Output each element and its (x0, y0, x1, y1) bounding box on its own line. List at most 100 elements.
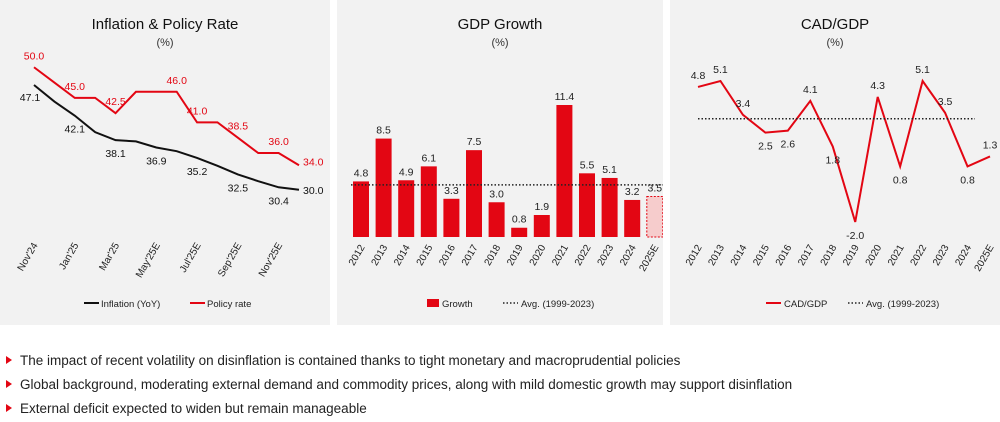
bar-value-label: 5.1 (602, 164, 617, 176)
chart-subtitle: (%) (156, 37, 173, 49)
chart-subtitle: (%) (826, 37, 843, 49)
bar (420, 166, 437, 237)
bar (353, 181, 369, 237)
x-tick-label: 2013 (706, 243, 727, 268)
legend-label-inflation: Inflation (YoY) (101, 299, 160, 310)
x-tick-label: 2024 (953, 243, 974, 268)
cad-gdp-line (697, 78, 991, 223)
data-label: 34.0 (303, 156, 324, 168)
data-label: 0.8 (893, 174, 908, 186)
bar-value-label: 4.9 (399, 166, 414, 178)
x-tick-label: 2018 (483, 243, 504, 268)
data-label: 4.1 (803, 84, 818, 96)
x-tick-label: 2016 (437, 243, 458, 268)
bar-value-label: 5.5 (580, 159, 595, 171)
x-tick-label: 2023 (931, 243, 952, 268)
x-tick-label: Nov'24 (16, 241, 41, 274)
data-label: 36.9 (146, 155, 167, 167)
x-tick-label: 2022 (573, 243, 594, 268)
bar (624, 199, 641, 237)
bar-value-label: 6.1 (421, 152, 436, 164)
data-label: 5.1 (915, 64, 930, 76)
chart-title: GDP Growth (458, 16, 543, 33)
x-tick-label: 2016 (774, 243, 795, 268)
data-label: 46.0 (166, 75, 187, 87)
x-tick-label: Nov'25E (257, 241, 285, 279)
x-tick-label: 2012 (684, 243, 705, 268)
bullet-arrow-icon (6, 356, 12, 364)
cad-chart: CAD/GDP (%) 4.8 2012 5.1 2013 3.4 2014 2.5 2015 2.… (684, 16, 998, 310)
data-label: 3.5 (938, 96, 953, 108)
bar-value-label: 4.8 (354, 167, 369, 179)
bullet-item: External deficit expected to widen but r… (6, 396, 996, 420)
bar (398, 180, 415, 237)
x-tick-label: 2020 (864, 243, 885, 268)
x-tick-label: 2019 (505, 243, 526, 268)
data-label: 50.0 (24, 50, 45, 62)
x-tick-label: 2019 (841, 243, 862, 268)
bar (601, 177, 618, 237)
bar-value-label: 11.4 (555, 91, 575, 103)
data-label: 35.2 (187, 166, 208, 178)
bar-value-label: 8.5 (376, 125, 391, 137)
x-tick-label: 2013 (370, 243, 391, 268)
data-label: 5.1 (713, 64, 728, 76)
x-tick-label: 2020 (528, 243, 549, 268)
data-label: 0.8 (960, 174, 975, 186)
x-tick-label: 2014 (729, 243, 750, 268)
chart-subtitle: (%) (491, 37, 508, 49)
bar (466, 150, 482, 237)
bar (556, 105, 573, 237)
inflation-line (33, 84, 300, 191)
bar-value-label: 3.2 (625, 186, 640, 198)
x-tick-label: 2024 (618, 243, 639, 268)
data-label: 30.0 (303, 185, 324, 197)
x-tick-label: 2022 (909, 243, 930, 268)
x-tick-label: Jan'25 (57, 241, 81, 272)
gdp-chart: GDP Growth (%) 4.8 2012 8.5 2013 4.9 2014 6.1 201… (347, 16, 663, 310)
legend-label-growth: Growth (442, 299, 473, 310)
bullet-arrow-icon (6, 380, 12, 388)
bar-value-label: 3.3 (444, 185, 459, 197)
x-tick-label: 2025E (637, 243, 661, 274)
x-tick-label: Sep'25E (216, 241, 244, 279)
legend-swatch-growth (427, 299, 439, 307)
bar (511, 227, 528, 237)
data-label: 32.5 (228, 182, 249, 194)
policy-rate-line (33, 66, 300, 167)
data-label: 3.4 (736, 98, 751, 110)
bar-value-label: 1.9 (534, 201, 549, 213)
x-tick-label: 2018 (819, 243, 840, 268)
bar-value-label: 3.5 (647, 182, 662, 194)
x-tick-label: 2012 (347, 243, 368, 268)
x-tick-label: 2015 (751, 243, 772, 268)
data-label: 42.1 (65, 124, 86, 136)
x-tick-label: Jul'25E (178, 241, 204, 275)
bullet-text: External deficit expected to widen but r… (20, 400, 367, 416)
data-label: 2.6 (781, 139, 796, 151)
bar-value-label: 0.8 (512, 214, 527, 226)
bullet-text: Global background, moderating external d… (20, 376, 793, 392)
bullet-item: Global background, moderating external d… (6, 372, 996, 396)
gdp-chart-panel: GDP Growth (%) 4.8 2012 8.5 2013 4.9 2014 6.1 201… (337, 0, 663, 325)
data-label: -2.0 (846, 230, 864, 242)
x-tick-label: 2017 (796, 243, 817, 268)
x-tick-label: 2015 (415, 243, 436, 268)
x-tick-label: 2021 (886, 243, 907, 268)
x-tick-label: 2017 (460, 243, 481, 268)
data-label: 4.3 (870, 80, 885, 92)
bar (579, 173, 595, 237)
bullet-item: The impact of recent volatility on disin… (6, 348, 996, 372)
x-tick-label: 2025E (973, 243, 997, 274)
bar (488, 202, 505, 237)
data-label: 38.1 (105, 148, 126, 160)
bar-value-label: 7.5 (467, 136, 482, 148)
legend-label-policy-rate: Policy rate (207, 299, 251, 310)
bar-value-label: 3.0 (489, 188, 504, 200)
cad-chart-panel: CAD/GDP (%) 4.8 2012 5.1 2013 3.4 2014 2.5 2015 2.… (670, 0, 1000, 325)
legend-label-average: Avg. (1999-2023) (866, 299, 939, 310)
chart-title: Inflation & Policy Rate (92, 16, 239, 33)
data-label: 42.5 (105, 96, 126, 108)
x-tick-label: 2023 (596, 243, 617, 268)
inflation-chart: Inflation & Policy Rate (%) 47.1 42.1 38.1 36… (16, 16, 324, 310)
